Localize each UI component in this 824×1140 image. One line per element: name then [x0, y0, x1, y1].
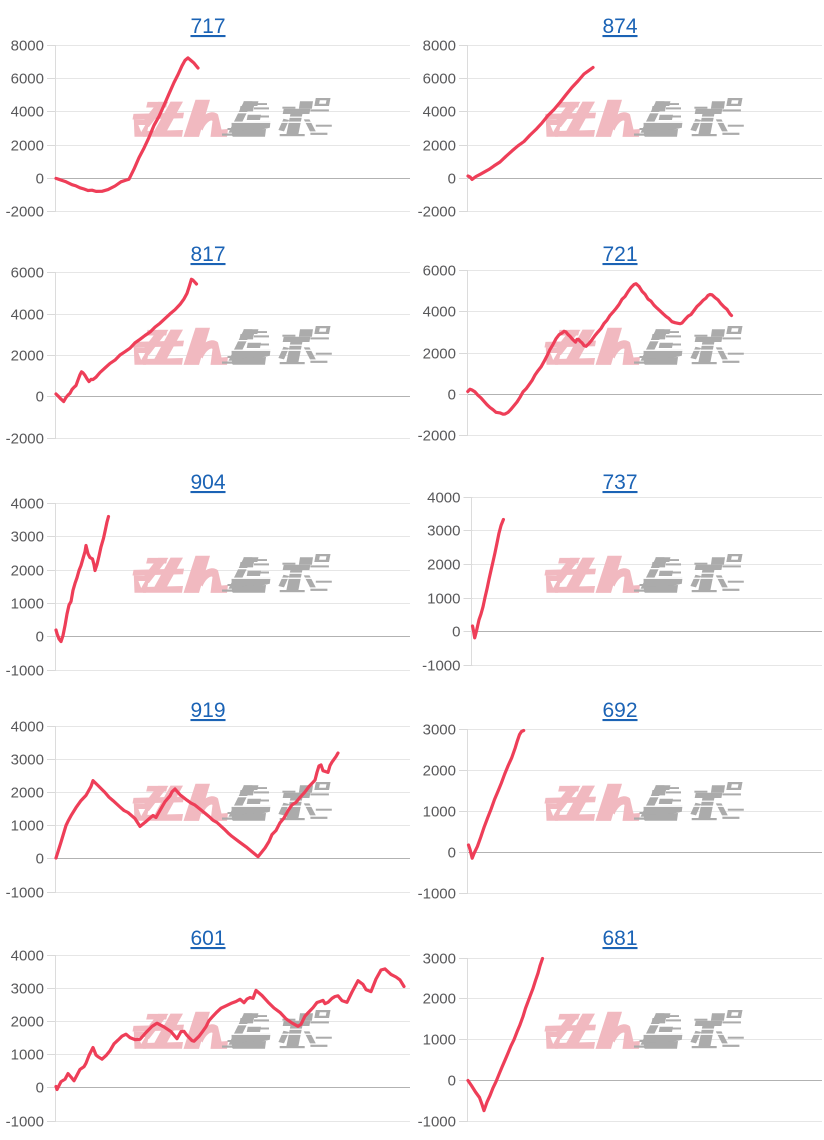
- svg-text:6000: 6000: [11, 71, 44, 88]
- svg-text:904: 904: [190, 471, 225, 494]
- svg-text:-1000: -1000: [422, 658, 460, 675]
- svg-text:2000: 2000: [11, 785, 44, 802]
- svg-text:-2000: -2000: [6, 431, 44, 448]
- svg-text:6000: 6000: [423, 263, 456, 280]
- svg-text:2000: 2000: [423, 991, 456, 1008]
- svg-text:0: 0: [448, 845, 456, 862]
- svg-text:4000: 4000: [11, 496, 44, 513]
- svg-text:3000: 3000: [427, 523, 460, 540]
- svg-text:4000: 4000: [423, 304, 456, 321]
- svg-text:-1000: -1000: [418, 886, 456, 903]
- svg-text:2000: 2000: [11, 1014, 44, 1031]
- svg-text:4000: 4000: [11, 307, 44, 324]
- svg-text:1000: 1000: [11, 818, 44, 835]
- svg-text:2000: 2000: [427, 557, 460, 574]
- svg-text:717: 717: [190, 15, 225, 38]
- svg-text:1000: 1000: [423, 1032, 456, 1049]
- svg-text:3000: 3000: [11, 529, 44, 546]
- svg-text:3000: 3000: [11, 752, 44, 769]
- svg-text:1000: 1000: [11, 1047, 44, 1064]
- svg-text:0: 0: [36, 171, 44, 188]
- svg-text:4000: 4000: [11, 104, 44, 121]
- svg-text:0: 0: [452, 624, 460, 641]
- svg-text:874: 874: [602, 15, 637, 38]
- svg-text:2000: 2000: [11, 138, 44, 155]
- svg-text:4000: 4000: [11, 719, 44, 736]
- svg-text:817: 817: [190, 243, 225, 266]
- svg-text:2000: 2000: [11, 348, 44, 365]
- svg-text:6000: 6000: [423, 71, 456, 88]
- svg-text:0: 0: [36, 851, 44, 868]
- svg-text:692: 692: [602, 699, 637, 722]
- svg-text:6000: 6000: [11, 265, 44, 282]
- svg-text:0: 0: [36, 1080, 44, 1097]
- svg-text:4000: 4000: [423, 104, 456, 121]
- svg-text:1000: 1000: [423, 804, 456, 821]
- svg-text:0: 0: [448, 1073, 456, 1090]
- svg-text:3000: 3000: [423, 722, 456, 739]
- svg-text:919: 919: [190, 699, 225, 722]
- svg-text:2000: 2000: [423, 763, 456, 780]
- svg-text:2000: 2000: [423, 138, 456, 155]
- svg-text:601: 601: [190, 927, 225, 950]
- svg-text:0: 0: [448, 387, 456, 404]
- svg-text:737: 737: [602, 471, 637, 494]
- svg-text:-1000: -1000: [6, 663, 44, 680]
- svg-text:2000: 2000: [11, 563, 44, 580]
- svg-text:3000: 3000: [423, 951, 456, 968]
- svg-text:1000: 1000: [11, 596, 44, 613]
- svg-text:681: 681: [602, 927, 637, 950]
- svg-text:1000: 1000: [427, 591, 460, 608]
- svg-text:-2000: -2000: [418, 428, 456, 445]
- svg-text:-1000: -1000: [6, 1114, 44, 1131]
- svg-text:4000: 4000: [427, 490, 460, 507]
- svg-text:4000: 4000: [11, 948, 44, 965]
- svg-text:-2000: -2000: [6, 204, 44, 221]
- svg-text:-2000: -2000: [418, 204, 456, 221]
- svg-text:3000: 3000: [11, 981, 44, 998]
- svg-text:8000: 8000: [423, 38, 456, 55]
- svg-text:2000: 2000: [423, 346, 456, 363]
- svg-text:0: 0: [36, 389, 44, 406]
- svg-text:8000: 8000: [11, 38, 44, 55]
- svg-text:0: 0: [448, 171, 456, 188]
- svg-text:-1000: -1000: [418, 1114, 456, 1131]
- svg-text:0: 0: [36, 629, 44, 646]
- svg-text:-1000: -1000: [6, 885, 44, 902]
- svg-text:721: 721: [602, 243, 637, 266]
